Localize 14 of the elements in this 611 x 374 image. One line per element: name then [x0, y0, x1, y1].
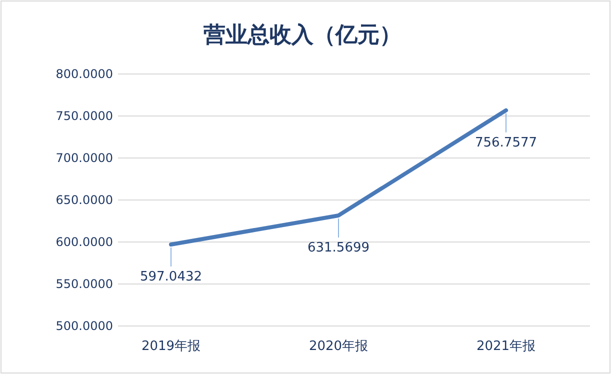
y-tick-label: 550.0000 — [56, 277, 113, 291]
y-tick-label: 700.0000 — [56, 151, 113, 165]
y-tick-label: 650.0000 — [56, 193, 113, 207]
y-tick-label: 600.0000 — [56, 235, 113, 249]
y-tick-label: 800.0000 — [56, 67, 113, 81]
x-tick-label: 2019年报 — [141, 339, 201, 354]
chart-title: 营业总收入（亿元） — [202, 23, 402, 48]
data-label: 756.7577 — [474, 135, 538, 150]
y-tick-label: 750.0000 — [56, 109, 113, 123]
x-tick-label: 2020年报 — [308, 339, 368, 354]
data-label: 597.0432 — [140, 269, 202, 284]
data-label: 631.5699 — [307, 240, 370, 256]
x-tick-label: 2021年报 — [476, 339, 536, 354]
y-tick-label: 500.0000 — [56, 319, 113, 333]
